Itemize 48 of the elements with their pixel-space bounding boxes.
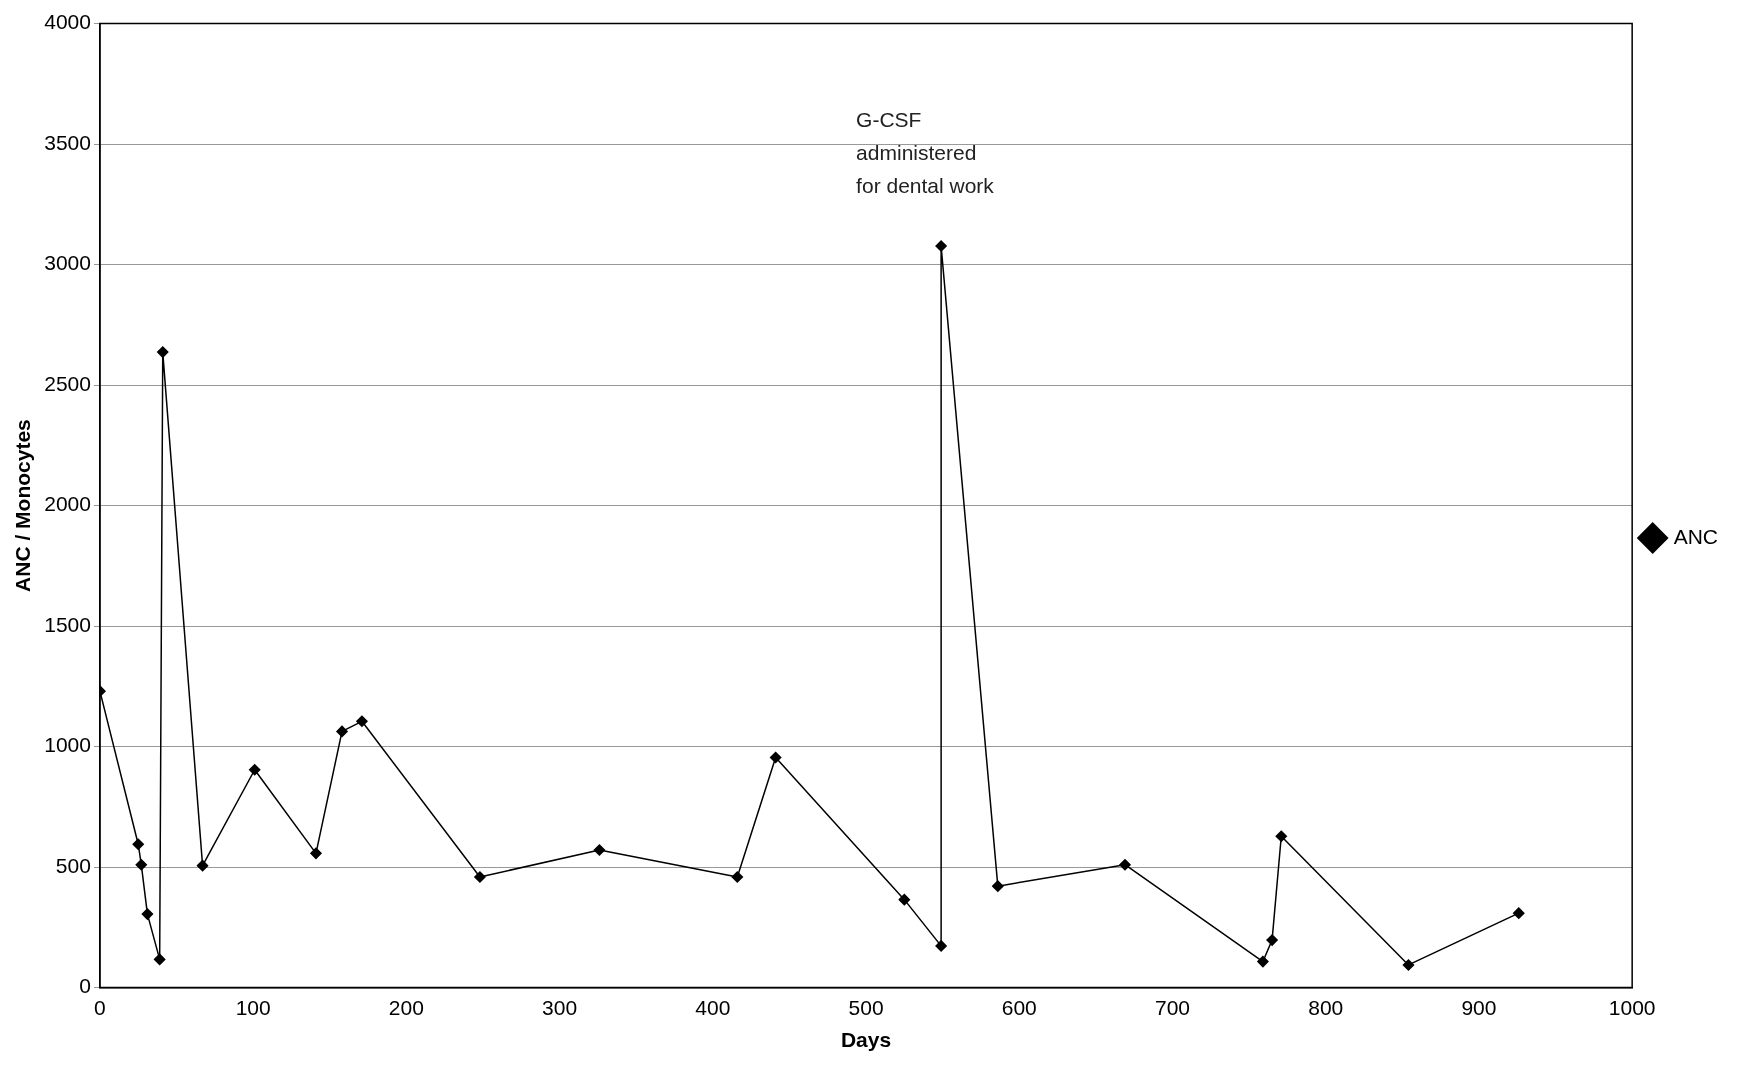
point — [992, 880, 1004, 892]
point — [1513, 907, 1525, 919]
point — [474, 871, 486, 883]
point — [731, 871, 744, 883]
point — [1275, 830, 1288, 842]
x-tick-label: 0 — [94, 996, 106, 1019]
point — [248, 763, 261, 776]
y-tick-label: 3000 — [44, 251, 91, 275]
point — [356, 715, 368, 728]
point — [1266, 934, 1278, 946]
x-tick-label: 1000 — [1608, 996, 1656, 1019]
point — [135, 858, 148, 871]
y-tick-label: 0 — [79, 974, 91, 998]
point — [132, 838, 144, 850]
x-tick-label: 400 — [695, 996, 731, 1019]
y-tick-label: 2500 — [44, 371, 91, 395]
point — [153, 953, 166, 966]
x-tick-label: 800 — [1308, 996, 1344, 1019]
point — [593, 844, 606, 856]
point — [1119, 858, 1131, 871]
annotation: G-CSF administered for dental work — [856, 108, 995, 198]
y-tick-label: 3500 — [44, 130, 91, 154]
x-tick-label: 600 — [1001, 996, 1037, 1019]
y-tick-label: 4000 — [44, 10, 91, 34]
y-axis-title: ANC / Monocytes — [11, 419, 35, 592]
point — [196, 859, 209, 872]
x-tick-label: 200 — [388, 996, 424, 1019]
y-tick-label: 1000 — [44, 733, 91, 757]
x-tick-label: 700 — [1154, 996, 1191, 1019]
point — [310, 847, 322, 860]
point — [898, 893, 911, 906]
x-tick-label: 300 — [542, 996, 578, 1019]
point — [336, 725, 348, 738]
y-tick-label: 2000 — [44, 492, 91, 516]
point — [156, 346, 169, 358]
x-tick-label: 500 — [848, 996, 884, 1019]
y-tick-label: 500 — [55, 853, 91, 877]
point — [1402, 959, 1415, 971]
point — [769, 751, 782, 764]
point — [141, 908, 154, 920]
point — [935, 940, 947, 952]
x-tick-label: 900 — [1461, 996, 1497, 1019]
x-axis-title: Days — [840, 1028, 892, 1052]
y-tick-label: 1500 — [44, 612, 91, 636]
point — [1257, 955, 1269, 968]
point — [935, 240, 947, 252]
x-tick-label: 100 — [235, 996, 271, 1019]
legend-label: ANC — [1673, 524, 1719, 548]
